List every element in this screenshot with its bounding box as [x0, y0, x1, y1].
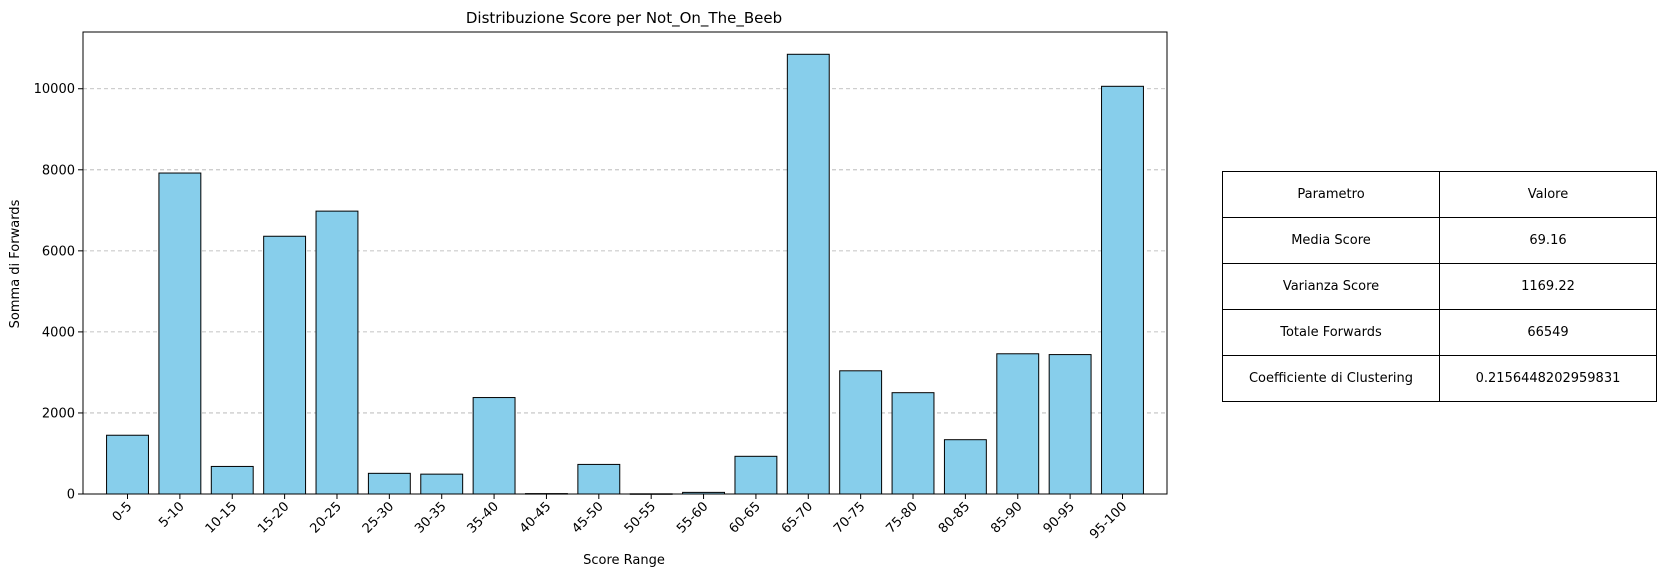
bar: [106, 434, 149, 495]
table-cell: 1169.22: [1439, 263, 1657, 310]
bar: [1101, 85, 1144, 495]
grid-lines: [83, 88, 1167, 414]
bar: [472, 397, 516, 495]
x-tick-label: 30-35: [412, 499, 449, 536]
x-tick-label: 15-20: [255, 499, 292, 536]
bar: [839, 370, 883, 495]
table-cell: Coefficiente di Clustering: [1222, 355, 1440, 402]
x-tick-label: 75-80: [884, 499, 921, 536]
y-axis-label: Somma di Forwards: [8, 199, 23, 328]
table-row: Coefficiente di Clustering 0.21564482029…: [1222, 355, 1657, 402]
x-tick-label: 5-10: [156, 499, 187, 530]
x-tick-label: 55-60: [674, 499, 711, 536]
x-tick-label: 65-70: [779, 499, 816, 536]
table-header-row: Parametro Valore: [1222, 171, 1657, 218]
bar: [367, 472, 411, 495]
bar: [943, 439, 987, 495]
x-tick-label: 20-25: [307, 499, 344, 536]
y-tick-label: 4000: [42, 325, 75, 340]
table-row: Media Score 69.16: [1222, 217, 1657, 264]
x-tick-label: 60-65: [726, 499, 763, 536]
y-tick-label: 10000: [34, 82, 75, 97]
x-tick-label: 70-75: [831, 499, 868, 536]
chart-title: Distribuzione Score per Not_On_The_Beeb: [466, 9, 782, 28]
table-header-cell: Valore: [1439, 171, 1657, 218]
table-cell: 0.2156448202959831: [1439, 355, 1657, 402]
bars: [106, 53, 1144, 495]
table-header-cell: Parametro: [1222, 171, 1440, 218]
x-tick-label: 35-40: [465, 499, 502, 536]
table-row: Totale Forwards 66549: [1222, 309, 1657, 356]
stats-table: Parametro Valore Media Score 69.16 Varia…: [1222, 171, 1657, 402]
table-cell: Totale Forwards: [1222, 309, 1440, 356]
y-tick-label: 8000: [42, 163, 75, 178]
x-tick-label: 10-15: [203, 499, 240, 536]
x-tick-label: 95-100: [1087, 499, 1130, 542]
x-tick-label: 80-85: [936, 499, 973, 536]
x-tick-label: 40-45: [517, 499, 554, 536]
x-axis: 0-5 5-10 10-15 15-20 20-25 25-30 30-35 35-40 40-…: [110, 494, 1130, 542]
y-tick-label: 2000: [42, 406, 75, 421]
table-cell: Varianza Score: [1222, 263, 1440, 310]
bar: [996, 353, 1040, 495]
table-cell: Media Score: [1222, 217, 1440, 264]
bar: [734, 455, 778, 495]
bar: [315, 210, 359, 495]
bar: [158, 172, 202, 495]
table-cell: 66549: [1439, 309, 1657, 356]
x-tick-label: 90-95: [1041, 499, 1078, 536]
x-tick-label: 0-5: [110, 499, 136, 525]
y-tick-label: 0: [67, 488, 75, 503]
bar: [786, 53, 830, 495]
bar: [263, 235, 307, 495]
x-tick-label: 25-30: [360, 499, 397, 536]
table-row: Varianza Score 1169.22: [1222, 263, 1657, 310]
table-cell: 69.16: [1439, 217, 1657, 264]
x-axis-label: Score Range: [583, 553, 665, 568]
plot-frame: [82, 31, 1168, 495]
bar: [891, 392, 935, 495]
x-tick-label: 50-55: [622, 499, 659, 536]
y-axis: 0 2000 4000 6000 8000 10000: [34, 82, 83, 503]
bar: [577, 463, 621, 495]
bar-chart: Distribuzione Score per Not_On_The_Beeb …: [8, 9, 1168, 568]
bar: [1048, 354, 1092, 495]
bar: [210, 465, 254, 495]
bar: [420, 473, 464, 495]
x-tick-label: 85-90: [988, 499, 1025, 536]
y-tick-label: 6000: [42, 244, 75, 259]
x-tick-label: 45-50: [569, 499, 606, 536]
